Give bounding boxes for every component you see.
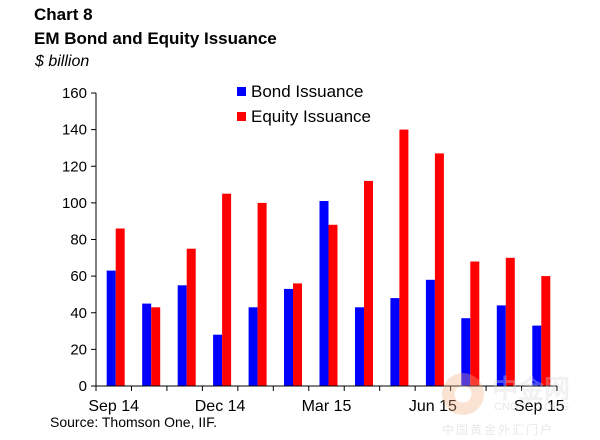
watermark-url: CNGOLD.ORG	[494, 401, 570, 413]
bond-issuance-bar	[284, 288, 293, 386]
watermark-brand: 中金网	[492, 374, 571, 404]
chart-label: Chart 8	[34, 5, 93, 24]
x-tick-label: Dec 14	[195, 398, 246, 415]
equity-issuance-bar	[151, 307, 161, 386]
bond-issuance-bar	[248, 307, 258, 386]
watermark-logo-icon	[442, 373, 484, 415]
watermark-subtitle: 中国黄金外汇门户	[442, 423, 555, 437]
equity-issuance-bar	[434, 153, 444, 386]
y-tick-label: 100	[62, 195, 87, 212]
equity-issuance-bar	[186, 248, 196, 386]
y-tick-label: 20	[70, 341, 87, 358]
bond-issuance-bar	[390, 298, 400, 386]
x-tick-label: Jun 15	[409, 398, 457, 415]
equity-issuance-bar	[293, 283, 302, 386]
x-tick-label: Mar 15	[302, 398, 352, 415]
equity-issuance-bar	[364, 180, 373, 386]
y-tick-label: 120	[62, 158, 87, 175]
y-tick-label: 60	[70, 268, 87, 285]
y-tick-label: 140	[62, 122, 87, 139]
y-tick-label: 0	[79, 378, 87, 395]
x-tick-label: Sep 14	[88, 398, 139, 415]
bond-issuance-bar	[142, 303, 152, 386]
legend-swatch	[237, 112, 246, 121]
legend: Bond Issuance Equity Issuance	[237, 82, 371, 126]
y-tick-label: 160	[62, 85, 87, 102]
source-note: Source: Thomson One, IIF.	[50, 414, 218, 430]
equity-issuance-bar	[328, 224, 338, 386]
bond-issuance-bar	[213, 334, 223, 386]
bars-group	[106, 129, 551, 386]
bond-issuance-bar	[496, 305, 506, 386]
bond-issuance-bar	[532, 325, 542, 386]
equity-issuance-bar	[505, 257, 515, 386]
equity-issuance-bar	[222, 193, 232, 386]
legend-label: Equity Issuance	[251, 107, 371, 126]
chart-title: EM Bond and Equity Issuance	[34, 29, 277, 48]
equity-issuance-bar	[470, 261, 480, 386]
x-tick-label: Sep 15	[514, 398, 565, 415]
equity-issuance-bar	[399, 129, 409, 386]
bond-issuance-bar	[355, 307, 364, 386]
equity-issuance-bar	[115, 228, 125, 386]
bond-issuance-bar	[177, 285, 187, 386]
bond-issuance-bar	[106, 270, 116, 386]
equity-issuance-bar	[257, 202, 267, 386]
y-tick-label: 40	[70, 305, 87, 322]
watermark: 中金网 CNGOLD.ORG 中国黄金外汇门户	[440, 365, 600, 440]
legend-swatch	[237, 87, 246, 96]
equity-issuance-bar	[541, 276, 551, 386]
y-ticks: 0 20 40 60 80 100 120 140 160	[62, 85, 96, 395]
x-ticks: Sep 14 Dec 14 Mar 15 Jun 15 Sep 15	[88, 386, 565, 415]
bond-issuance-bar	[425, 279, 435, 386]
legend-label: Bond Issuance	[251, 82, 363, 101]
bond-issuance-bar	[461, 318, 471, 386]
y-tick-label: 80	[70, 232, 87, 249]
bond-issuance-bar	[319, 201, 329, 386]
y-axis-unit: $ billion	[35, 53, 90, 70]
